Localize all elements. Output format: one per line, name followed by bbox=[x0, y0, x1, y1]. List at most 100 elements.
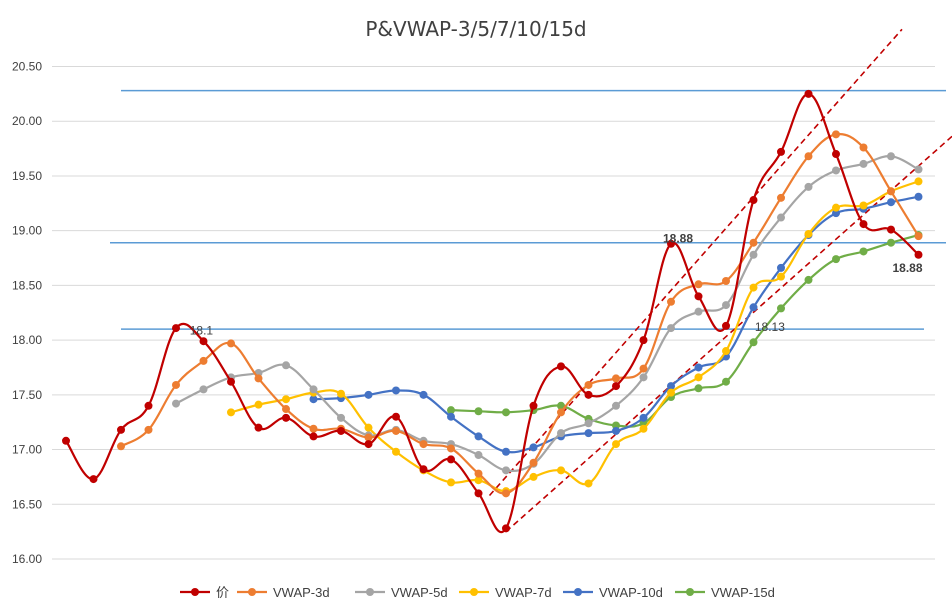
data-point bbox=[749, 196, 758, 205]
data-point bbox=[337, 426, 345, 435]
data-point bbox=[859, 247, 868, 256]
y-tick-label: 16.50 bbox=[12, 497, 42, 511]
data-point bbox=[282, 395, 290, 404]
data-point bbox=[199, 356, 208, 365]
data-point bbox=[584, 390, 593, 399]
legend-swatch-marker bbox=[470, 588, 478, 596]
data-point bbox=[612, 421, 620, 430]
annotation-label: 18.1 bbox=[190, 323, 214, 337]
data-point bbox=[584, 380, 593, 389]
data-point bbox=[392, 426, 400, 435]
data-point bbox=[749, 283, 758, 292]
data-point bbox=[612, 440, 620, 449]
data-point bbox=[667, 382, 675, 391]
data-point bbox=[612, 426, 620, 435]
data-point bbox=[694, 384, 703, 393]
legend-swatch-marker bbox=[248, 588, 256, 596]
data-point bbox=[667, 324, 675, 333]
legend-label: VWAP-5d bbox=[391, 585, 448, 600]
data-point bbox=[447, 406, 455, 415]
data-point bbox=[447, 478, 455, 487]
data-point bbox=[859, 159, 868, 168]
data-point bbox=[392, 447, 400, 456]
data-point bbox=[364, 433, 373, 442]
data-point bbox=[612, 382, 620, 391]
data-point bbox=[364, 390, 373, 399]
data-point bbox=[419, 390, 428, 399]
data-point bbox=[474, 432, 483, 441]
data-point bbox=[639, 413, 648, 422]
data-point bbox=[777, 304, 785, 313]
data-point bbox=[474, 476, 483, 485]
legend-item: VWAP-10d bbox=[563, 585, 663, 600]
data-point bbox=[199, 337, 208, 346]
data-point bbox=[777, 147, 785, 156]
legend-label: VWAP-7d bbox=[495, 585, 552, 600]
data-point bbox=[419, 465, 428, 474]
data-point bbox=[557, 362, 565, 371]
data-point bbox=[199, 385, 208, 394]
data-point bbox=[914, 192, 923, 201]
legend-swatch-marker bbox=[191, 588, 199, 596]
legend-label: VWAP-10d bbox=[599, 585, 663, 600]
data-point bbox=[282, 405, 290, 414]
data-point bbox=[694, 280, 703, 289]
y-tick-label: 16.00 bbox=[12, 552, 42, 566]
data-point bbox=[914, 165, 923, 174]
data-point bbox=[117, 442, 125, 451]
data-point bbox=[694, 363, 703, 372]
y-tick-label: 17.50 bbox=[12, 388, 42, 402]
data-point bbox=[832, 150, 840, 159]
data-point bbox=[144, 425, 153, 434]
data-point bbox=[557, 429, 565, 438]
chart-title: P&VWAP-3/5/7/10/15d bbox=[365, 17, 586, 41]
y-tick-label: 18.50 bbox=[12, 278, 42, 292]
legend-item: VWAP-15d bbox=[675, 585, 775, 600]
y-axis-ticks: 16.00 16.50 17.00 17.50 18.00 18.50 19.00 19.50… bbox=[12, 60, 42, 567]
data-point bbox=[62, 436, 70, 445]
data-point bbox=[612, 374, 620, 383]
y-tick-label: 20.50 bbox=[12, 60, 42, 74]
y-tick-label: 18.00 bbox=[12, 333, 42, 347]
data-point bbox=[227, 408, 235, 417]
data-point bbox=[254, 423, 263, 432]
data-point bbox=[89, 475, 98, 484]
data-point bbox=[832, 209, 840, 218]
data-point bbox=[529, 401, 538, 410]
data-point bbox=[172, 399, 180, 408]
data-point bbox=[447, 455, 455, 464]
annotation-label: 18.13 bbox=[755, 320, 785, 334]
data-point bbox=[584, 419, 593, 428]
data-point bbox=[419, 440, 428, 449]
annotation-label: 18.88 bbox=[663, 231, 693, 245]
data-point bbox=[337, 413, 345, 422]
data-point bbox=[804, 275, 813, 284]
data-point bbox=[529, 472, 538, 481]
data-point bbox=[694, 307, 703, 316]
data-point bbox=[749, 303, 758, 312]
data-point bbox=[557, 466, 565, 475]
series-vwap-3d bbox=[117, 130, 923, 498]
data-point bbox=[859, 143, 868, 152]
series-line bbox=[175, 155, 920, 473]
series-price bbox=[62, 89, 923, 533]
data-point bbox=[722, 301, 730, 310]
data-point bbox=[887, 152, 895, 161]
y-tick-label: 20.00 bbox=[12, 114, 42, 128]
data-point bbox=[447, 444, 455, 453]
data-point bbox=[832, 130, 840, 139]
data-point bbox=[749, 238, 758, 247]
data-point bbox=[254, 374, 263, 383]
data-point bbox=[667, 239, 675, 248]
data-point bbox=[887, 225, 895, 234]
data-point bbox=[694, 373, 703, 382]
legend-swatch-marker bbox=[366, 588, 374, 596]
legend-label: VWAP-15d bbox=[711, 585, 775, 600]
legend: 价 VWAP-3d VWAP-5d VWAP-7d VWAP-10d VWAP-15d bbox=[180, 585, 775, 600]
data-point bbox=[722, 321, 730, 330]
legend-item: VWAP-5d bbox=[355, 585, 448, 600]
data-point bbox=[584, 479, 593, 488]
data-point bbox=[227, 377, 235, 386]
data-point bbox=[309, 432, 318, 441]
